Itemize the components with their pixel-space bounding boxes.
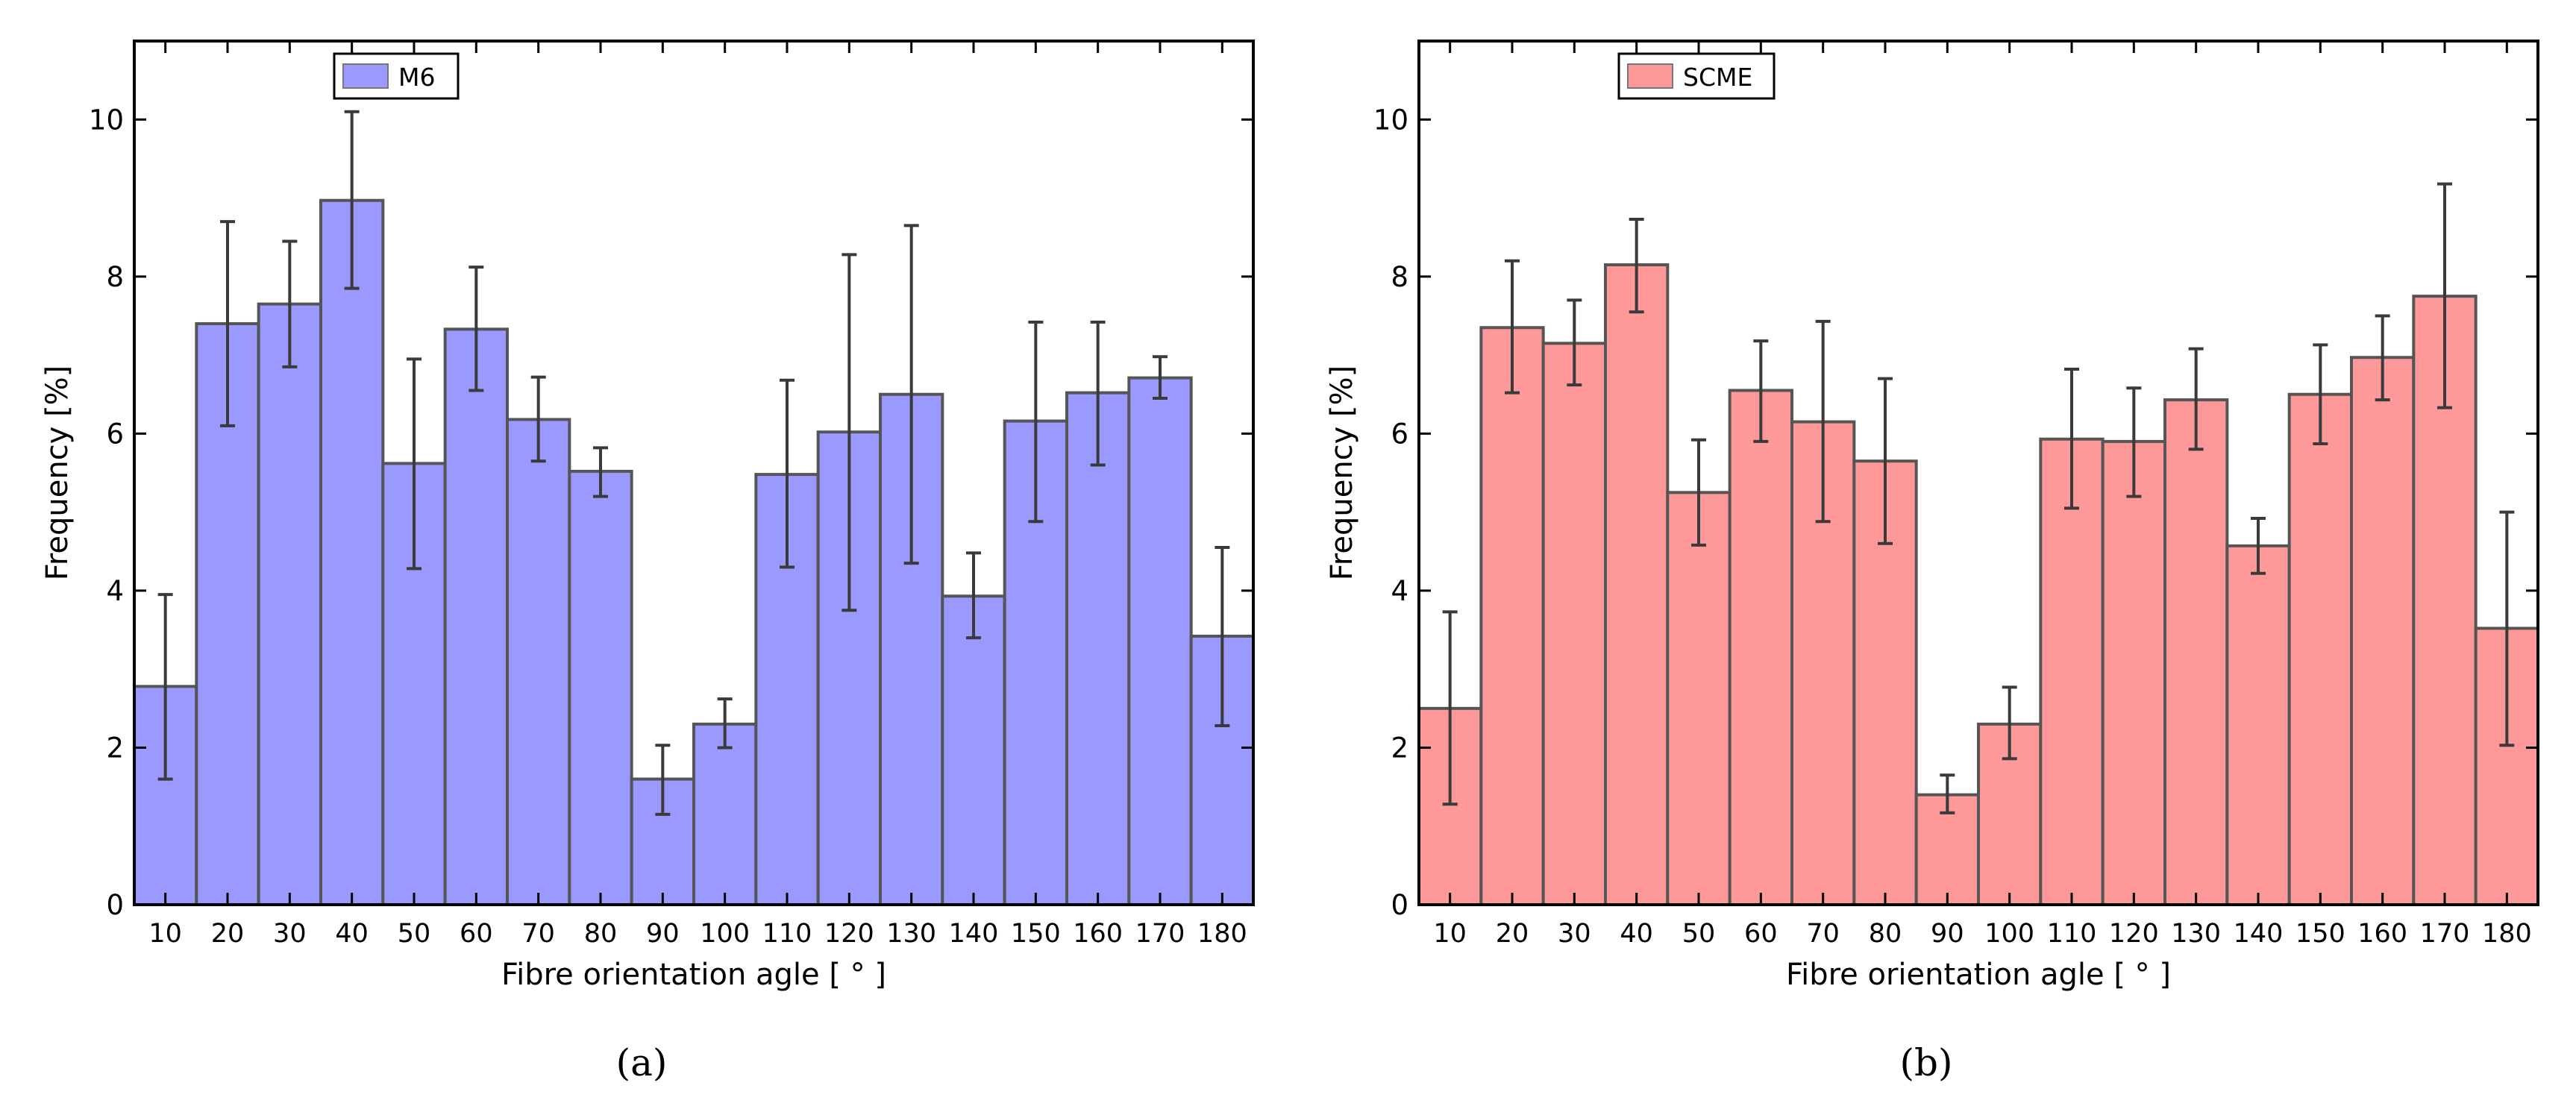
- x-tick-label: 170: [2420, 919, 2470, 949]
- x-tick-label: 30: [273, 919, 307, 949]
- x-tick-label: 50: [398, 919, 431, 949]
- x-tick-label: 70: [521, 919, 555, 949]
- x-axis-label: Fibre orientation agle [ ° ]: [501, 958, 886, 992]
- x-tick-label: 10: [148, 919, 182, 949]
- bar-130: [2163, 398, 2229, 906]
- bar-140: [2225, 544, 2291, 906]
- x-tick-label: 50: [1682, 919, 1716, 949]
- x-tick-label: 20: [211, 919, 245, 949]
- bar-80: [568, 469, 633, 906]
- x-axis-label: Fibre orientation agle [ ° ]: [1786, 958, 2171, 992]
- x-tick-label: 90: [1931, 919, 1964, 949]
- panel-caption-b: (b): [1899, 1041, 1952, 1084]
- y-tick-label: 8: [106, 261, 124, 293]
- x-tick-label: 100: [1984, 919, 2034, 949]
- x-tick-label: 40: [335, 919, 369, 949]
- bar-160: [2350, 356, 2416, 906]
- y-tick-label: 4: [1391, 575, 1408, 607]
- chart-panel-a: 0 2 4 6 8 10 10 20 30 40 50 60 70 80 90 100 110 120 130 140…: [40, 40, 1255, 992]
- x-tick-label: 30: [1558, 919, 1591, 949]
- x-tick-label: 80: [1869, 919, 1902, 949]
- y-tick-label: 2: [106, 732, 124, 764]
- x-tick-label: 60: [460, 919, 493, 949]
- bar-60: [1728, 389, 1794, 906]
- y-tick-label: 6: [1391, 418, 1408, 450]
- bar-100: [692, 722, 758, 907]
- bar-160: [1065, 391, 1131, 906]
- bar-40: [319, 198, 385, 907]
- bar-110: [2039, 437, 2105, 906]
- x-tick-label: 80: [584, 919, 618, 949]
- x-tick-label: 110: [762, 919, 812, 949]
- y-tick-label: 0: [1391, 889, 1408, 921]
- x-tick-label: 150: [1011, 919, 1061, 949]
- x-tick-label: 40: [1620, 919, 1653, 949]
- y-tick-label: 8: [1391, 261, 1408, 293]
- bar-30: [257, 302, 322, 906]
- bar-60: [443, 327, 510, 907]
- panel-caption-a: (a): [616, 1041, 668, 1084]
- y-tick-label: 10: [1373, 104, 1408, 136]
- legend-swatch: [1627, 63, 1673, 89]
- x-tick-label: 170: [1135, 919, 1185, 949]
- legend-label: M6: [398, 63, 435, 92]
- x-tick-label: 70: [1806, 919, 1840, 949]
- x-tick-label: 180: [1197, 919, 1247, 949]
- bar-120: [2101, 439, 2167, 906]
- x-tick-label: 60: [1744, 919, 1778, 949]
- x-tick-label: 120: [824, 919, 874, 949]
- bar-20: [1479, 326, 1545, 906]
- plot-frame: [1417, 40, 2539, 906]
- bar-70: [506, 418, 571, 906]
- x-tick-label: 110: [2047, 919, 2097, 949]
- bar-30: [1541, 342, 1608, 906]
- y-tick-label: 4: [106, 575, 124, 607]
- x-tick-label: 130: [2171, 919, 2221, 949]
- x-tick-label: 160: [2357, 919, 2407, 949]
- x-tick-label: 120: [2109, 919, 2159, 949]
- x-tick-label: 100: [700, 919, 750, 949]
- legend-label: SCME: [1683, 63, 1752, 92]
- x-tick-label: 10: [1433, 919, 1467, 949]
- bar-150: [2287, 392, 2354, 906]
- x-tick-label: 130: [886, 919, 936, 949]
- x-tick-label: 140: [2234, 919, 2284, 949]
- x-tick-label: 90: [646, 919, 680, 949]
- x-tick-label: 150: [2295, 919, 2345, 949]
- bar-50: [1666, 491, 1732, 906]
- x-tick-label: 180: [2482, 919, 2532, 949]
- bar-40: [1604, 263, 1670, 906]
- chart-panel-b: 0 2 4 6 8 10 10 20 30 40 50 60 70 80 90 100 110 120 130 140…: [1325, 40, 2540, 992]
- legend-swatch: [342, 63, 389, 89]
- x-tick-label: 160: [1073, 919, 1123, 949]
- y-axis-label: Frequency [%]: [1325, 365, 1359, 581]
- bar-140: [941, 594, 1006, 907]
- y-tick-label: 6: [106, 418, 124, 450]
- y-tick-label: 10: [89, 104, 124, 136]
- y-tick-label: 0: [106, 889, 124, 921]
- bar-170: [1127, 376, 1193, 906]
- y-axis-label: Frequency [%]: [40, 365, 75, 581]
- y-tick-label: 2: [1391, 732, 1408, 764]
- plot-frame: [133, 40, 1255, 906]
- legend-box: [333, 52, 460, 100]
- x-tick-label: 140: [949, 919, 999, 949]
- x-tick-label: 20: [1496, 919, 1529, 949]
